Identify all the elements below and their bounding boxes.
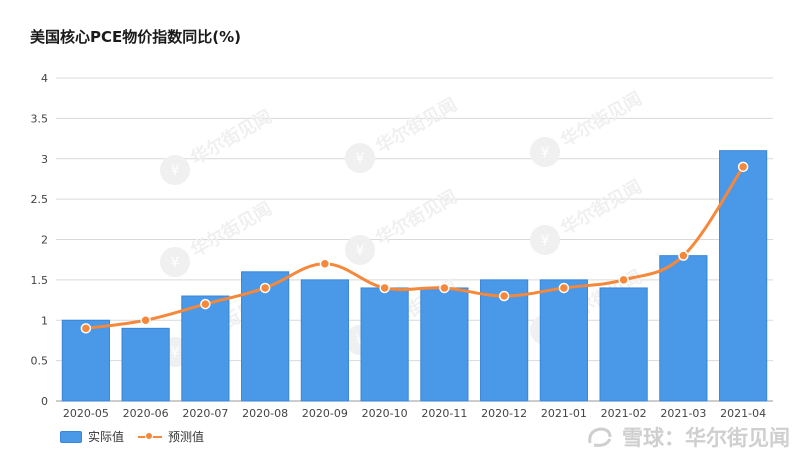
x-tick-label: 2020-06	[123, 407, 169, 420]
watermark-mark: 华尔街见闻	[530, 87, 646, 167]
y-tick-label: 2.5	[31, 193, 49, 206]
point-forecast-2020-12[interactable]	[498, 290, 510, 302]
bar-actual-2020-07[interactable]	[181, 295, 230, 402]
y-tick-label: 3.5	[31, 112, 49, 125]
point-forecast-2021-03[interactable]	[678, 250, 689, 261]
watermark-mark: 华尔街见闻	[160, 197, 276, 277]
y-tick-label: 4	[41, 72, 48, 85]
point-forecast-2021-02[interactable]	[618, 274, 629, 286]
x-tick-label: 2021-02	[601, 407, 647, 420]
y-tick-label: 0	[41, 395, 48, 408]
x-tick-label: 2021-01	[541, 407, 587, 420]
bar-actual-2021-04[interactable]	[719, 150, 768, 402]
axes: 0 0.5 1 1.5 2 2.5 3 3.5 4 2020-05 2020-06 2020-07 20…	[31, 72, 767, 420]
bar-series	[61, 150, 768, 402]
y-tick-label: 0.5	[31, 355, 49, 368]
x-tick-label: 2020-07	[182, 407, 228, 420]
point-forecast-2020-05[interactable]	[80, 323, 92, 334]
x-tick-label: 2020-05	[63, 407, 109, 420]
chart-title: 美国核心PCE物价指数同比(%)	[30, 28, 241, 46]
legend-label-forecast: 预测值	[168, 430, 205, 444]
legend-label-actual: 实际值	[88, 430, 125, 444]
point-forecast-2021-04[interactable]	[737, 161, 749, 173]
y-tick-label: 1.5	[31, 274, 49, 287]
point-forecast-2020-08[interactable]	[259, 282, 271, 294]
x-tick-label: 2020-08	[242, 407, 288, 420]
bar-actual-2021-02[interactable]	[599, 287, 648, 402]
bar-actual-2020-06[interactable]	[121, 327, 170, 402]
svg-text:华尔街见闻: 华尔街见闻	[557, 175, 646, 239]
watermark-mark: 华尔街见闻	[530, 175, 646, 255]
svg-text:华尔街见闻: 华尔街见闻	[372, 93, 461, 157]
watermark-mark: 华尔街见闻	[160, 105, 276, 185]
bar-actual-2021-01[interactable]	[539, 279, 588, 402]
legend: 实际值 预测值	[60, 428, 218, 445]
svg-text:华尔街见闻: 华尔街见闻	[187, 197, 276, 261]
y-tick-label: 3	[41, 153, 48, 166]
bar-swatch-icon	[60, 430, 82, 443]
point-forecast-2020-07[interactable]	[200, 298, 211, 310]
point-forecast-2020-06[interactable]	[140, 315, 151, 326]
y-tick-label: 2	[41, 234, 48, 247]
x-tick-label: 2020-10	[362, 407, 408, 420]
bar-actual-2020-10[interactable]	[360, 287, 409, 402]
line-series	[80, 161, 749, 334]
x-tick-label: 2020-09	[302, 407, 348, 420]
corner-watermark-text: 雪球：华尔街见闻	[622, 426, 790, 450]
svg-text:华尔街见闻: 华尔街见闻	[557, 87, 646, 151]
bar-actual-2020-09[interactable]	[300, 279, 349, 402]
bar-actual-2021-03[interactable]	[659, 255, 708, 402]
point-forecast-2020-09[interactable]	[319, 258, 331, 269]
legend-item-forecast[interactable]: 预测值	[138, 428, 204, 445]
point-forecast-2020-11[interactable]	[439, 282, 450, 294]
snowball-logo-icon	[588, 427, 612, 447]
legend-item-actual[interactable]: 实际值	[60, 428, 124, 445]
x-tick-label: 2020-12	[481, 407, 527, 420]
bar-actual-2020-11[interactable]	[420, 287, 469, 402]
y-tick-label: 1	[41, 314, 48, 327]
watermark-mark: 华尔街见闻	[345, 93, 461, 173]
grid-lines	[56, 77, 773, 402]
bar-actual-2020-05[interactable]	[61, 319, 110, 402]
corner-watermark: 雪球：华尔街见闻	[586, 422, 790, 452]
x-tick-label: 2020-11	[421, 407, 467, 420]
svg-text:华尔街见闻: 华尔街见闻	[187, 105, 276, 169]
point-forecast-2020-10[interactable]	[379, 282, 390, 294]
point-forecast-2021-01[interactable]	[558, 282, 570, 294]
line-swatch-icon	[138, 431, 163, 443]
x-tick-label: 2021-03	[660, 407, 706, 420]
watermark-mark: 华尔街见闻	[345, 185, 461, 265]
x-tick-label: 2021-04	[720, 407, 766, 420]
